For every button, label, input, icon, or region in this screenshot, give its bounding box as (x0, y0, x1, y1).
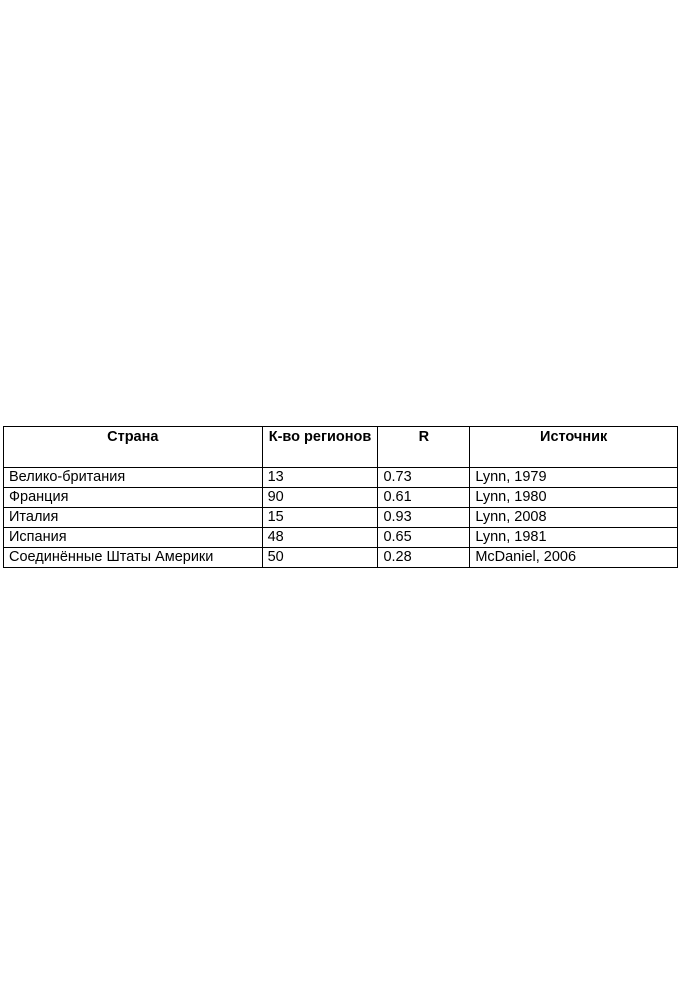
cell-country: Франция (3, 487, 263, 508)
header-r: R (377, 426, 471, 468)
cell-source: McDaniel, 2006 (469, 547, 678, 568)
header-regions: К-во регионов (261, 426, 379, 468)
cell-country: Соединённые Штаты Америки (3, 547, 263, 568)
cell-source: Lynn, 1981 (469, 527, 678, 548)
cell-r: 0.65 (377, 527, 471, 548)
cell-r: 0.93 (377, 507, 471, 528)
cell-r: 0.73 (377, 467, 471, 488)
table-row: Италия 15 0.93 Lynn, 2008 (3, 507, 678, 528)
cell-source: Lynn, 2008 (469, 507, 678, 528)
cell-regions: 48 (261, 527, 379, 548)
table-row: Испания 48 0.65 Lynn, 1981 (3, 527, 678, 548)
cell-regions: 13 (261, 467, 379, 488)
table-row: Соединённые Штаты Америки 50 0.28 McDaniel,… (3, 547, 678, 568)
cell-regions: 15 (261, 507, 379, 528)
table-row: Велико-британия 13 0.73 Lynn, 1979 (3, 467, 678, 488)
header-country: Страна (3, 426, 263, 468)
cell-r: 0.28 (377, 547, 471, 568)
cell-r: 0.61 (377, 487, 471, 508)
cell-source: Lynn, 1979 (469, 467, 678, 488)
table-row: Франция 90 0.61 Lynn, 1980 (3, 487, 678, 508)
cell-regions: 90 (261, 487, 379, 508)
cell-regions: 50 (261, 547, 379, 568)
cell-country: Италия (3, 507, 263, 528)
cell-source: Lynn, 1980 (469, 487, 678, 508)
header-row: Страна К-во регионов R Источник (3, 426, 678, 468)
header-source: Источник (469, 426, 678, 468)
cell-country: Испания (3, 527, 263, 548)
data-table: Страна К-во регионов R Источник Велико-б… (3, 426, 678, 568)
cell-country: Велико-британия (3, 467, 263, 488)
